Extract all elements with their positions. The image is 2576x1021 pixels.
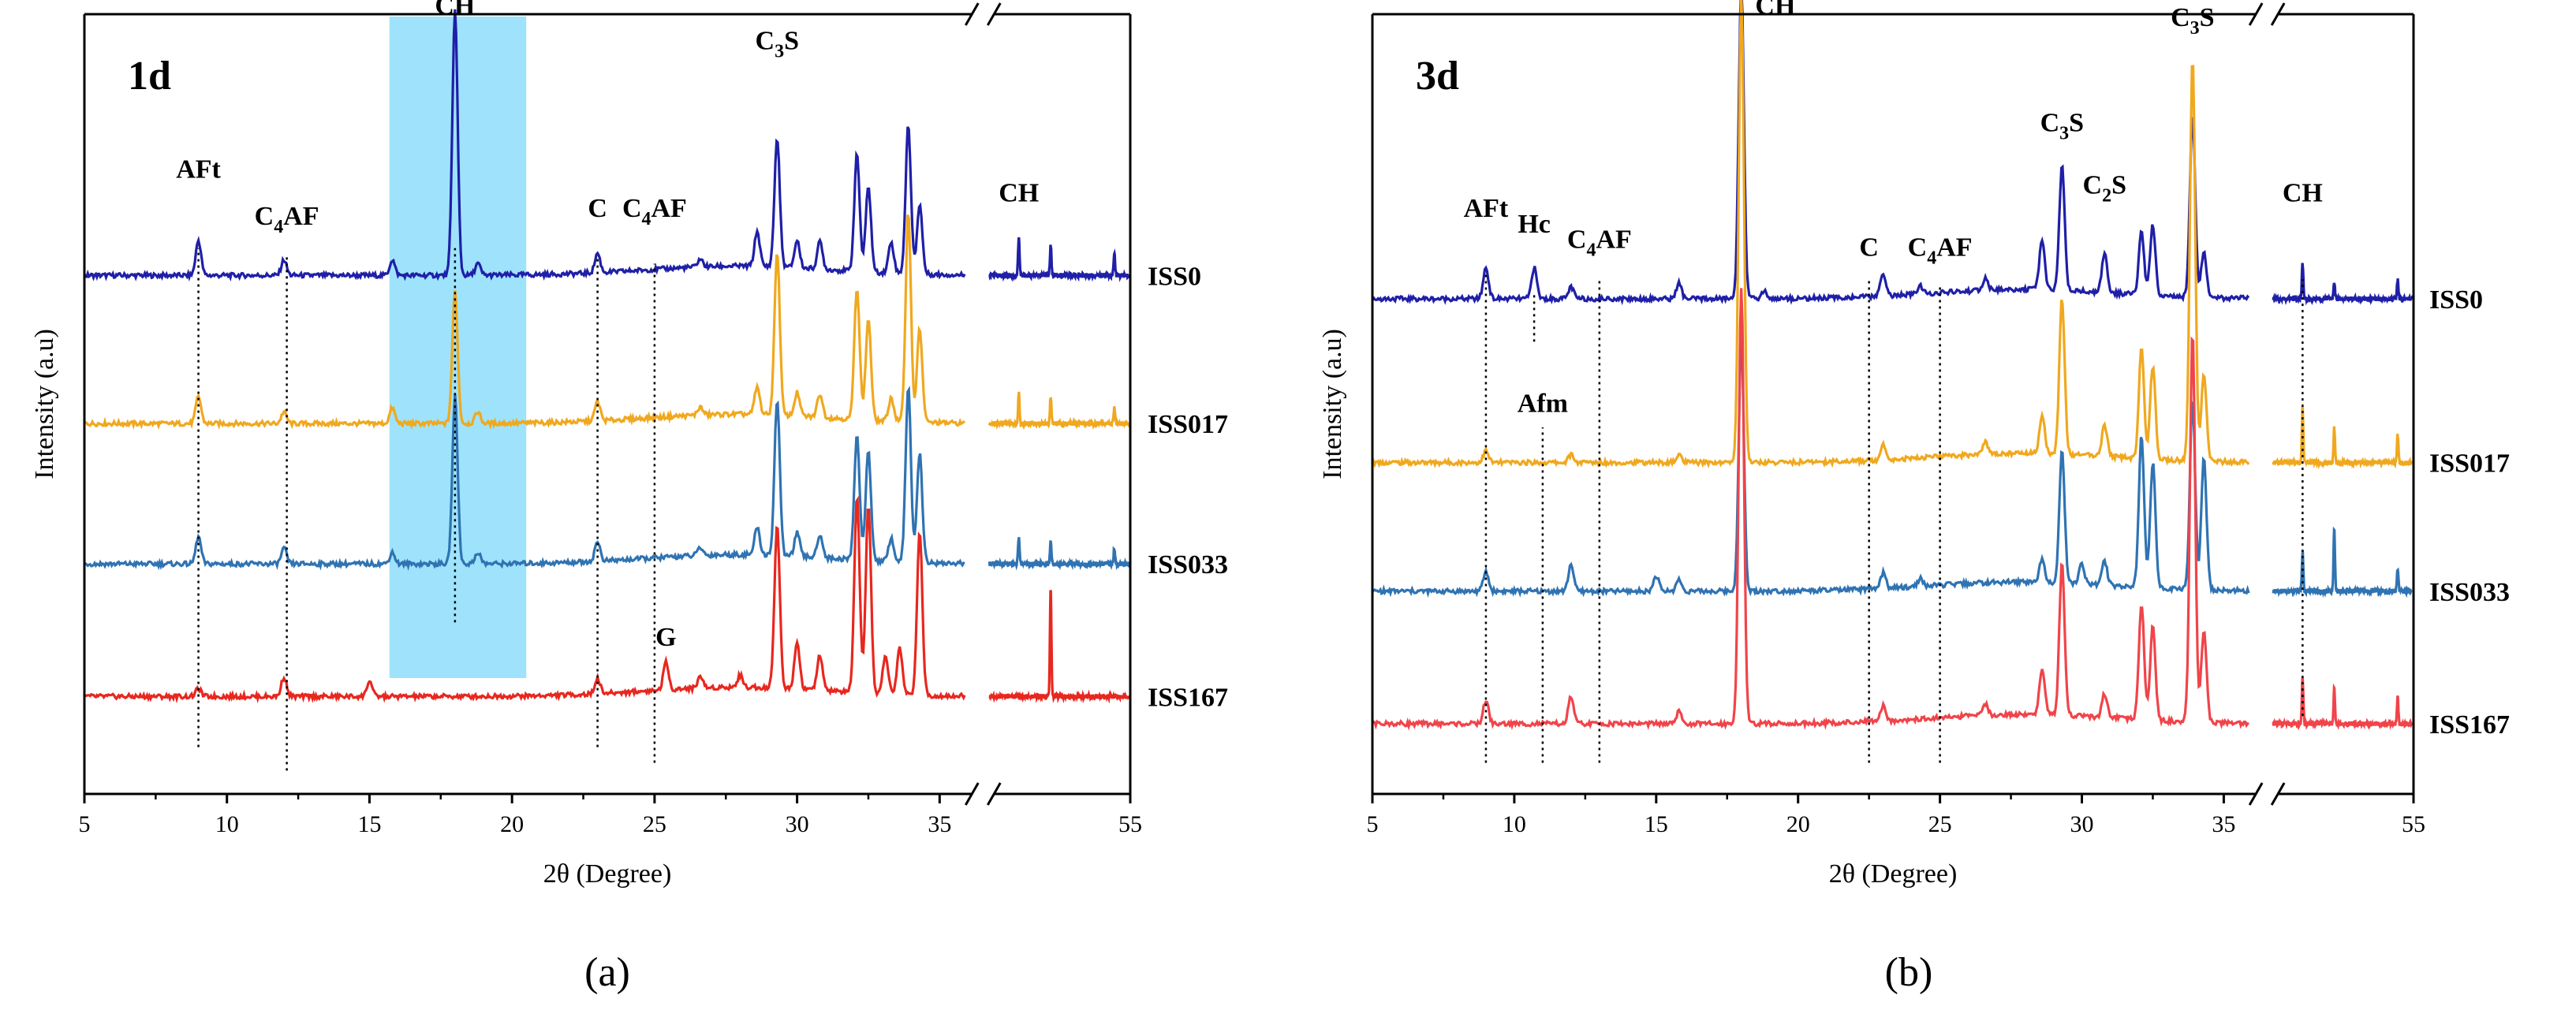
x-tick-label: 20 [1786,811,1810,837]
series-label-iss167: ISS167 [2429,710,2510,740]
series-label-iss0: ISS0 [2429,285,2483,315]
peak-label-ch: CH [435,0,475,20]
x-tick-label: 15 [1645,811,1668,837]
peak-label-c3s: C3S [2171,3,2214,39]
axis-break-mark [2270,782,2286,806]
axis-break-mark [986,2,1002,26]
x-tick-label: 15 [357,811,381,837]
axis-break-mark [964,2,980,26]
series-label-iss0: ISS0 [1148,262,1201,291]
axis-break-mark [2248,782,2264,806]
peak-label-ch: CH [1755,0,1795,20]
x-tick-label: 10 [215,811,239,837]
panel-b-chart: ISS0 ISS017 ISS033 ISS167 AFt Hc C4AF CH C C4AF C3… [1318,0,2510,995]
x-tick-label: 55 [1118,811,1142,837]
x-axis-title: 2θ (Degree) [543,859,672,889]
axes-frame [83,13,1132,796]
peak-label-c4af: C4AF [1567,225,1632,261]
subfigure-caption: (b) [1885,950,1933,995]
y-axis-title: Intensity (a.u) [30,329,59,479]
peak-label-afm: Afm [1518,389,1568,418]
series-line-iss167-1 [84,495,966,704]
x-tick-label: 55 [2402,811,2425,837]
x-tick-label: 25 [1928,811,1952,837]
series-line-iss033-1 [1371,340,2250,598]
series-label-iss017: ISS017 [1148,410,1228,439]
series-line-iss167-2 [988,590,1130,704]
peak-label-c: C [588,194,607,223]
series-line-iss033-1 [84,386,965,572]
series-line-iss0-2 [2272,263,2414,306]
series-line-iss017-2 [987,391,1130,430]
series-line-iss0-2 [988,237,1130,282]
axis-break-mark [2270,2,2286,26]
series-line-iss167-1 [1371,288,2249,731]
panel-day-label: 3d [1416,54,1459,99]
x-tick-label: 35 [2212,811,2235,837]
axis-break-mark [2248,2,2264,26]
x-tick-label: 30 [2070,811,2094,837]
axis-break-mark [964,782,980,806]
peak-label-c2s: C2S [2083,170,2126,206]
peak-label-hc: Hc [1518,210,1551,239]
peak-label-ch: CH [2283,178,2323,207]
axes-frame [1371,13,2415,796]
peak-label-c3s: C3S [756,27,799,62]
axis-break-mark [986,782,1002,806]
series-line-iss017-2 [2272,406,2413,470]
x-tick-label: 25 [643,811,666,837]
series-line-iss033-2 [987,537,1130,571]
peak-label-c4af: C4AF [255,202,319,237]
series-label-iss167: ISS167 [1148,683,1228,712]
peak-label-aft: AFt [1464,194,1509,223]
peak-label-c4af: C4AF [622,194,687,229]
x-tick-label: 20 [500,811,524,837]
y-axis-title: Intensity (a.u) [1318,329,1347,479]
series-line-iss017-1 [1371,0,2250,469]
peak-label-c3s: C3S [2040,108,2084,143]
peak-label-c4af: C4AF [1908,233,1973,269]
peak-label-ch: CH [999,178,1039,207]
series-line-iss167-2 [2272,677,2414,731]
x-tick-label: 30 [786,811,809,837]
series-line-iss0-1 [1372,0,2250,306]
peak-label-aft: AFt [176,155,221,184]
subfigure-caption: (a) [584,950,630,995]
panel-day-label: 1d [128,54,171,99]
series-label-iss017: ISS017 [2429,449,2510,479]
series-line-iss017-1 [84,214,966,430]
panel-a-chart: ISS0 ISS017 ISS033 ISS167 AFt C4AF CH C C4AF C3S C… [30,0,1228,995]
series-label-iss033: ISS033 [1148,550,1228,579]
x-axis-title: 2θ (Degree) [1829,859,1958,889]
x-tick-label: 5 [1367,811,1379,837]
x-tick-label: 10 [1503,811,1526,837]
peak-label-g: G [655,623,676,652]
x-tick-label: 35 [928,811,951,837]
series-line-iss033-2 [2272,526,2413,598]
series-line-iss0-1 [83,9,966,282]
x-tick-label: 5 [79,811,91,837]
peak-label-c: C [1859,233,1879,263]
series-label-iss033: ISS033 [2429,578,2510,607]
